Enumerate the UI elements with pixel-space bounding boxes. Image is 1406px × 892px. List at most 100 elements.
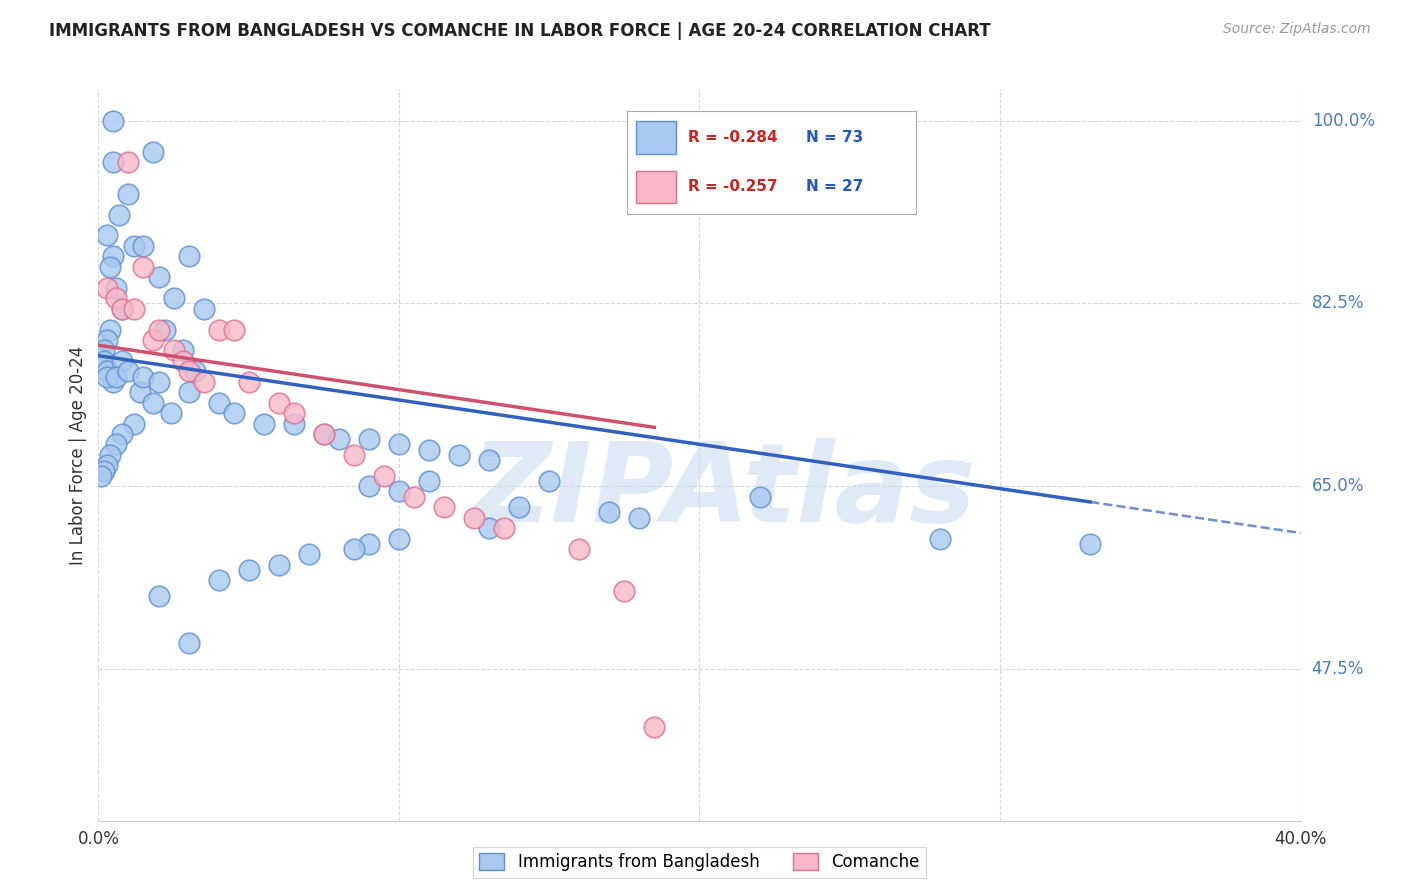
Point — [141, 145, 163, 159]
Point — [111, 427, 134, 442]
Point — [96, 458, 118, 473]
Point — [312, 427, 335, 442]
Point — [208, 322, 231, 336]
Point — [93, 464, 115, 478]
Point — [117, 186, 139, 201]
Point — [132, 369, 155, 384]
Point — [124, 239, 146, 253]
Point — [748, 490, 770, 504]
Point — [238, 375, 260, 389]
Point — [298, 547, 321, 561]
Text: 47.5%: 47.5% — [1312, 660, 1364, 678]
Point — [312, 427, 335, 442]
Point — [463, 510, 485, 524]
Point — [222, 322, 245, 336]
Point — [1078, 537, 1101, 551]
Point — [613, 583, 636, 598]
Point — [148, 322, 170, 336]
Point — [433, 500, 456, 515]
Point — [222, 406, 245, 420]
Point — [177, 249, 200, 263]
Point — [343, 541, 366, 556]
Legend: Immigrants from Bangladesh, Comanche: Immigrants from Bangladesh, Comanche — [472, 847, 927, 878]
Point — [208, 574, 231, 588]
Point — [105, 369, 128, 384]
Point — [628, 510, 651, 524]
Point — [402, 490, 425, 504]
Text: 100.0%: 100.0% — [1312, 112, 1375, 129]
Point — [103, 155, 125, 169]
Point — [568, 541, 591, 556]
Point — [96, 228, 118, 243]
Point — [100, 260, 122, 274]
Point — [148, 375, 170, 389]
Point — [159, 406, 181, 420]
Point — [96, 333, 118, 347]
Point — [105, 291, 128, 305]
Point — [90, 468, 112, 483]
Point — [357, 479, 380, 493]
Point — [129, 385, 152, 400]
Point — [148, 270, 170, 285]
Point — [103, 375, 125, 389]
Point — [357, 537, 380, 551]
Point — [643, 720, 665, 734]
Point — [373, 468, 395, 483]
Point — [328, 432, 350, 446]
Point — [148, 589, 170, 603]
Point — [238, 563, 260, 577]
Point — [108, 208, 131, 222]
Point — [357, 432, 380, 446]
Point — [388, 484, 411, 499]
Point — [103, 249, 125, 263]
Point — [111, 354, 134, 368]
Point — [193, 301, 215, 316]
Point — [96, 281, 118, 295]
Point — [141, 395, 163, 409]
Point — [172, 343, 194, 358]
Point — [267, 558, 290, 572]
Y-axis label: In Labor Force | Age 20-24: In Labor Force | Age 20-24 — [69, 345, 87, 565]
Point — [208, 395, 231, 409]
Point — [343, 448, 366, 462]
Point — [177, 636, 200, 650]
Text: 65.0%: 65.0% — [1312, 477, 1364, 495]
Point — [96, 369, 118, 384]
Point — [162, 291, 184, 305]
Point — [598, 505, 620, 519]
Point — [141, 333, 163, 347]
Point — [418, 442, 440, 457]
Point — [447, 448, 470, 462]
Point — [253, 417, 276, 431]
Point — [172, 354, 194, 368]
Point — [388, 532, 411, 546]
Point — [478, 521, 501, 535]
Point — [177, 364, 200, 378]
Point — [117, 155, 139, 169]
Point — [124, 301, 146, 316]
Text: IMMIGRANTS FROM BANGLADESH VS COMANCHE IN LABOR FORCE | AGE 20-24 CORRELATION CH: IMMIGRANTS FROM BANGLADESH VS COMANCHE I… — [49, 22, 991, 40]
Point — [538, 474, 561, 488]
Point — [105, 437, 128, 451]
Point — [508, 500, 530, 515]
Point — [193, 375, 215, 389]
Point — [117, 364, 139, 378]
Point — [283, 417, 305, 431]
Point — [124, 417, 146, 431]
Text: 82.5%: 82.5% — [1312, 294, 1364, 312]
Point — [105, 281, 128, 295]
Point — [103, 113, 125, 128]
Point — [132, 239, 155, 253]
Point — [283, 406, 305, 420]
Text: ZIPAtlas: ZIPAtlas — [471, 438, 976, 545]
Point — [100, 322, 122, 336]
Point — [153, 322, 176, 336]
Point — [162, 343, 184, 358]
Point — [388, 437, 411, 451]
Point — [132, 260, 155, 274]
Point — [111, 301, 134, 316]
Point — [93, 343, 115, 358]
Point — [183, 364, 205, 378]
Point — [418, 474, 440, 488]
Point — [111, 301, 134, 316]
